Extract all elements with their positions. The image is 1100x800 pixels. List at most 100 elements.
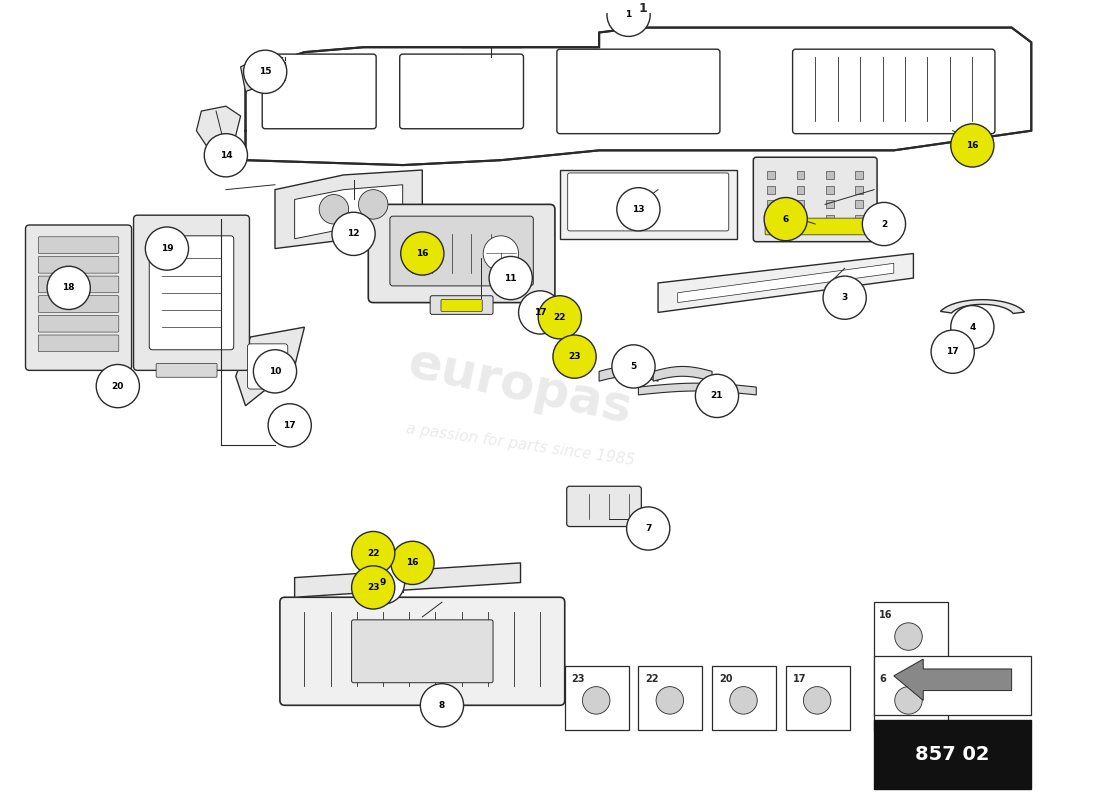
Polygon shape: [560, 170, 737, 238]
Bar: [826, 171, 834, 179]
Circle shape: [359, 190, 388, 219]
Bar: [856, 201, 864, 208]
Circle shape: [243, 50, 287, 94]
Text: 16: 16: [879, 610, 892, 620]
Circle shape: [405, 236, 440, 271]
FancyBboxPatch shape: [430, 296, 493, 314]
Circle shape: [656, 686, 683, 714]
FancyBboxPatch shape: [368, 204, 554, 302]
FancyBboxPatch shape: [133, 215, 250, 370]
Circle shape: [96, 365, 140, 408]
Polygon shape: [658, 254, 913, 313]
Bar: [856, 215, 864, 223]
Text: 857 02: 857 02: [915, 745, 990, 764]
FancyBboxPatch shape: [874, 720, 1032, 789]
Text: 8: 8: [439, 701, 446, 710]
Text: europas: europas: [404, 339, 637, 434]
Polygon shape: [235, 327, 305, 406]
FancyBboxPatch shape: [874, 602, 948, 666]
FancyBboxPatch shape: [874, 656, 1032, 715]
Circle shape: [764, 198, 807, 241]
Circle shape: [894, 686, 922, 714]
Bar: [856, 171, 864, 179]
Polygon shape: [653, 366, 712, 381]
FancyBboxPatch shape: [766, 218, 866, 235]
FancyBboxPatch shape: [389, 216, 534, 286]
Text: 5: 5: [630, 362, 637, 371]
Text: 20: 20: [719, 674, 733, 684]
Circle shape: [582, 686, 609, 714]
Text: 20: 20: [111, 382, 124, 390]
Text: 1: 1: [638, 2, 647, 15]
FancyBboxPatch shape: [557, 49, 719, 134]
Bar: [796, 215, 804, 223]
Circle shape: [803, 686, 830, 714]
FancyBboxPatch shape: [25, 225, 132, 370]
Bar: [767, 201, 774, 208]
FancyBboxPatch shape: [39, 335, 119, 352]
Bar: [767, 171, 774, 179]
Circle shape: [518, 291, 562, 334]
Circle shape: [931, 330, 975, 374]
Text: 9: 9: [379, 578, 386, 587]
Text: 2: 2: [881, 219, 887, 229]
FancyBboxPatch shape: [568, 173, 729, 231]
Text: 4: 4: [969, 322, 976, 332]
Polygon shape: [894, 659, 1012, 700]
Text: 17: 17: [534, 308, 547, 317]
Circle shape: [729, 686, 757, 714]
FancyBboxPatch shape: [441, 300, 482, 311]
Circle shape: [538, 296, 582, 339]
FancyBboxPatch shape: [399, 54, 524, 129]
FancyBboxPatch shape: [39, 315, 119, 332]
Circle shape: [950, 306, 994, 349]
Circle shape: [352, 566, 395, 609]
FancyBboxPatch shape: [564, 666, 628, 730]
FancyBboxPatch shape: [150, 236, 233, 350]
Text: 15: 15: [258, 67, 272, 76]
Circle shape: [390, 542, 435, 585]
Text: 7: 7: [645, 524, 651, 533]
Bar: [796, 186, 804, 194]
Circle shape: [205, 134, 248, 177]
Circle shape: [695, 374, 738, 418]
Circle shape: [950, 124, 994, 167]
Text: a passion for parts since 1985: a passion for parts since 1985: [405, 422, 636, 469]
Circle shape: [145, 227, 188, 270]
Text: 11: 11: [505, 274, 517, 282]
Text: 16: 16: [406, 558, 419, 567]
Circle shape: [862, 202, 905, 246]
Circle shape: [894, 622, 922, 650]
Text: 10: 10: [268, 367, 282, 376]
Circle shape: [483, 236, 518, 271]
Text: 13: 13: [632, 205, 645, 214]
Text: 3: 3: [842, 293, 848, 302]
Text: 22: 22: [646, 674, 659, 684]
Text: 18: 18: [63, 283, 75, 292]
Text: 12: 12: [348, 230, 360, 238]
Polygon shape: [940, 300, 1024, 314]
Text: 22: 22: [553, 313, 566, 322]
Circle shape: [823, 276, 867, 319]
Bar: [767, 186, 774, 194]
Polygon shape: [295, 563, 520, 598]
FancyBboxPatch shape: [39, 257, 119, 273]
Text: 23: 23: [572, 674, 585, 684]
Text: 16: 16: [416, 249, 429, 258]
Polygon shape: [245, 27, 1032, 165]
Text: 23: 23: [569, 352, 581, 361]
Circle shape: [607, 0, 650, 37]
Circle shape: [617, 188, 660, 231]
Polygon shape: [241, 57, 279, 91]
Circle shape: [400, 232, 444, 275]
Bar: [826, 201, 834, 208]
FancyBboxPatch shape: [793, 49, 994, 134]
Polygon shape: [638, 383, 757, 395]
Bar: [826, 186, 834, 194]
Polygon shape: [295, 185, 403, 238]
Circle shape: [268, 404, 311, 447]
FancyBboxPatch shape: [262, 54, 376, 129]
Circle shape: [253, 350, 297, 393]
Polygon shape: [678, 263, 894, 302]
FancyBboxPatch shape: [874, 666, 948, 730]
